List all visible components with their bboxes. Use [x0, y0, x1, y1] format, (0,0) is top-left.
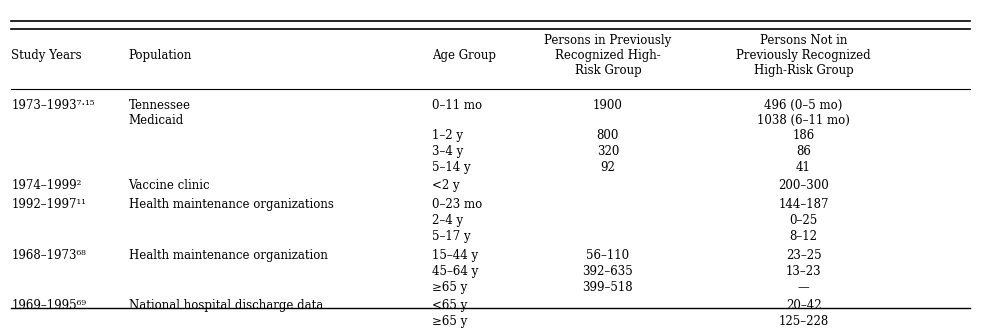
Text: Persons in Previously
Recognized High-
Risk Group: Persons in Previously Recognized High- R… [544, 34, 672, 77]
Text: Persons Not in
Previously Recognized
High-Risk Group: Persons Not in Previously Recognized Hig… [736, 34, 871, 77]
Text: 0–11 mo: 0–11 mo [432, 99, 482, 112]
Text: 23–25: 23–25 [786, 249, 821, 262]
Text: 15–44 y: 15–44 y [432, 249, 478, 262]
Text: 200–300: 200–300 [778, 179, 829, 192]
Text: 392–635: 392–635 [583, 265, 634, 278]
Text: 2–4 y: 2–4 y [432, 214, 463, 227]
Text: National hospital discharge data: National hospital discharge data [129, 299, 323, 312]
Text: 45–64 y: 45–64 y [432, 265, 478, 278]
Text: 20–42: 20–42 [786, 299, 821, 312]
Text: Study Years: Study Years [11, 49, 81, 62]
Text: 5–17 y: 5–17 y [432, 230, 471, 243]
Text: 1974–1999²: 1974–1999² [11, 179, 81, 192]
Text: Vaccine clinic: Vaccine clinic [129, 179, 210, 192]
Text: 1973–1993⁷·¹⁵: 1973–1993⁷·¹⁵ [11, 99, 95, 112]
Text: Health maintenance organization: Health maintenance organization [129, 249, 328, 262]
Text: ≥65 y: ≥65 y [432, 316, 467, 328]
Text: 399–518: 399–518 [583, 281, 633, 294]
Text: 5–14 y: 5–14 y [432, 161, 471, 174]
Text: 41: 41 [797, 161, 811, 174]
Text: 1969–1995⁶⁹: 1969–1995⁶⁹ [11, 299, 86, 312]
Text: 496 (0–5 mo)
1038 (6–11 mo): 496 (0–5 mo) 1038 (6–11 mo) [757, 99, 850, 127]
Text: 56–110: 56–110 [587, 249, 630, 262]
Text: 0–23 mo: 0–23 mo [432, 198, 482, 211]
Text: 1–2 y: 1–2 y [432, 129, 463, 141]
Text: ≥65 y: ≥65 y [432, 281, 467, 294]
Text: Health maintenance organizations: Health maintenance organizations [129, 198, 334, 211]
Text: 186: 186 [793, 129, 814, 141]
Text: Population: Population [129, 49, 192, 62]
Text: 0–25: 0–25 [790, 214, 817, 227]
Text: 1968–1973⁶⁸: 1968–1973⁶⁸ [11, 249, 86, 262]
Text: —: — [798, 281, 809, 294]
Text: 125–228: 125–228 [778, 316, 829, 328]
Text: Age Group: Age Group [432, 49, 495, 62]
Text: <65 y: <65 y [432, 299, 467, 312]
Text: 8–12: 8–12 [790, 230, 817, 243]
Text: 86: 86 [797, 145, 811, 158]
Text: 800: 800 [596, 129, 619, 141]
Text: 144–187: 144–187 [778, 198, 829, 211]
Text: 3–4 y: 3–4 y [432, 145, 463, 158]
Text: 92: 92 [600, 161, 615, 174]
Text: Tennessee
Medicaid: Tennessee Medicaid [129, 99, 190, 127]
Text: 13–23: 13–23 [786, 265, 821, 278]
Text: 1992–1997¹¹: 1992–1997¹¹ [11, 198, 86, 211]
Text: 320: 320 [596, 145, 619, 158]
Text: <2 y: <2 y [432, 179, 459, 192]
Text: 1900: 1900 [593, 99, 623, 112]
